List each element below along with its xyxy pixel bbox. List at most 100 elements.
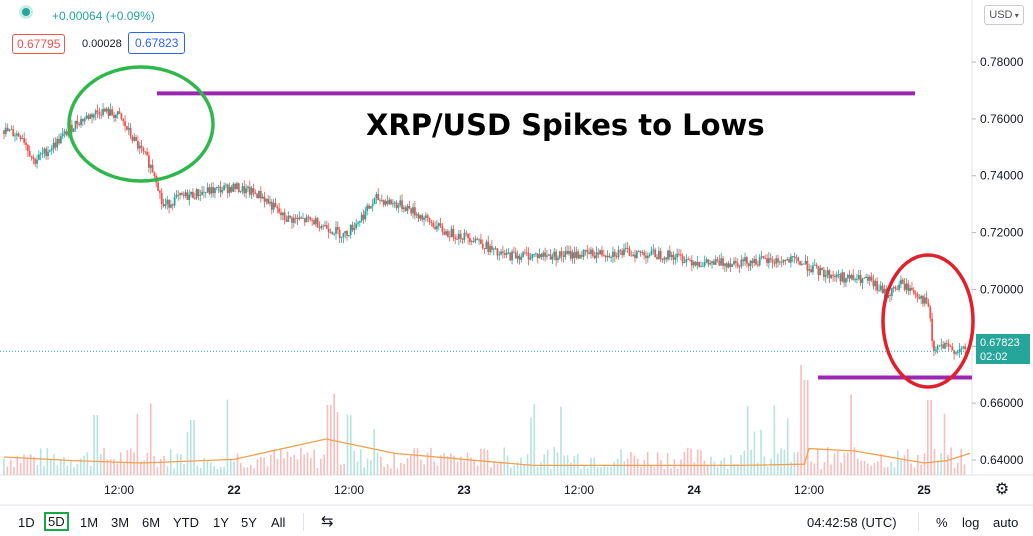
timeframe-5d[interactable]: 5D: [44, 512, 69, 531]
candle-body: [423, 217, 425, 220]
settings-gear-icon[interactable]: ⚙: [995, 481, 1009, 498]
volume-bar: [296, 459, 299, 475]
volume-bar: [846, 452, 849, 475]
candle-body: [890, 288, 893, 296]
volume-bar: [16, 456, 19, 475]
auto-toggle[interactable]: auto: [993, 515, 1019, 530]
volume-bar: [523, 464, 526, 475]
candle-body: [500, 251, 502, 255]
volume-moving-average: [3, 438, 971, 467]
candle-body: [531, 254, 534, 258]
ask-price[interactable]: 0.67823: [128, 32, 186, 54]
candle-body: [700, 266, 702, 267]
volume-bar: [873, 462, 876, 475]
timeframe-1y[interactable]: 1Y: [213, 515, 229, 530]
candle-body: [424, 215, 427, 218]
candle-body: [410, 208, 413, 214]
compare-range-icon[interactable]: ⇆: [321, 513, 334, 530]
candle-body: [404, 207, 407, 211]
volume-bar: [473, 460, 476, 475]
timeframe-1m[interactable]: 1M: [80, 515, 99, 530]
volume-bar: [350, 415, 352, 475]
candle-body: [509, 252, 512, 261]
volume-bar: [73, 467, 75, 475]
volume-bar: [19, 462, 22, 475]
bid-price[interactable]: 0.67795: [12, 34, 66, 54]
candle-body: [613, 251, 616, 257]
candle-body: [149, 165, 152, 168]
utc-clock[interactable]: 04:42:58 (UTC): [807, 515, 897, 530]
candle-body: [485, 241, 488, 249]
candle-body: [685, 259, 688, 263]
timeframe-1d[interactable]: 1D: [18, 515, 35, 530]
volume-bar: [603, 465, 606, 475]
volume-bar: [666, 453, 669, 475]
candle-body: [122, 118, 125, 122]
volume-bar: [826, 447, 829, 475]
candle-body: [617, 250, 620, 258]
candle-body: [524, 252, 526, 254]
candle-body: [623, 248, 625, 256]
candle-body: [239, 191, 242, 192]
candle-body: [918, 296, 921, 299]
candle-body: [806, 260, 809, 271]
volume-bar: [256, 459, 259, 475]
log-toggle[interactable]: log: [962, 515, 980, 530]
candle-body: [872, 280, 875, 287]
candle-body: [676, 253, 679, 258]
currency-selector[interactable]: USD ▾: [984, 5, 1024, 25]
timeframe-5y[interactable]: 5Y: [241, 515, 257, 530]
timeframe-3m[interactable]: 3M: [111, 515, 130, 530]
volume-bar: [159, 458, 162, 475]
volume-bar: [203, 458, 205, 475]
candle-body: [694, 261, 697, 266]
volume-bar: [206, 461, 209, 475]
candle-body: [527, 252, 530, 260]
volume-bar: [543, 454, 546, 475]
volume-bar: [536, 466, 539, 475]
candle-body: [203, 191, 205, 193]
candle-body: [448, 236, 451, 238]
volume-bar: [950, 447, 952, 475]
candle-body: [212, 187, 215, 194]
volume-bar: [957, 462, 959, 475]
candle-body: [894, 287, 897, 290]
timeframe-ytd[interactable]: YTD: [173, 515, 199, 530]
candle-body: [21, 138, 24, 140]
price-chart[interactable]: 0.780000.760000.740000.720000.700000.680…: [0, 0, 1033, 506]
percent-toggle[interactable]: %: [936, 515, 948, 530]
timeframe-all[interactable]: All: [271, 515, 286, 530]
volume-bar: [937, 460, 939, 475]
candle-body: [281, 212, 284, 216]
candle-body: [791, 256, 794, 257]
volume-bar: [686, 447, 689, 475]
candle-body: [634, 254, 636, 258]
volume-bar: [513, 465, 516, 475]
candle-body: [775, 258, 778, 264]
candle-body: [813, 264, 816, 266]
candle-body: [925, 297, 928, 304]
candle-body: [555, 251, 558, 261]
volume-bar: [13, 467, 15, 475]
volume-bar: [593, 457, 596, 475]
timeframe-6m[interactable]: 6M: [142, 515, 161, 530]
candle-body: [916, 293, 919, 297]
candle-body: [868, 276, 871, 281]
volume-bar: [430, 447, 432, 475]
candle-body: [173, 197, 176, 206]
candle-body: [936, 346, 939, 351]
volume-bar: [179, 454, 182, 475]
volume-bar: [690, 448, 692, 475]
candle-body: [320, 225, 323, 229]
candle-body: [525, 252, 528, 254]
candle-body: [316, 218, 319, 228]
candle-body: [903, 283, 906, 290]
candle-body: [258, 191, 260, 199]
candle-body: [922, 295, 924, 304]
volume-bar: [756, 462, 759, 475]
candle-body: [135, 137, 137, 141]
volume-bar: [670, 468, 672, 475]
candle-body: [52, 142, 55, 149]
candle-body: [751, 260, 754, 263]
candle-body: [171, 204, 174, 206]
